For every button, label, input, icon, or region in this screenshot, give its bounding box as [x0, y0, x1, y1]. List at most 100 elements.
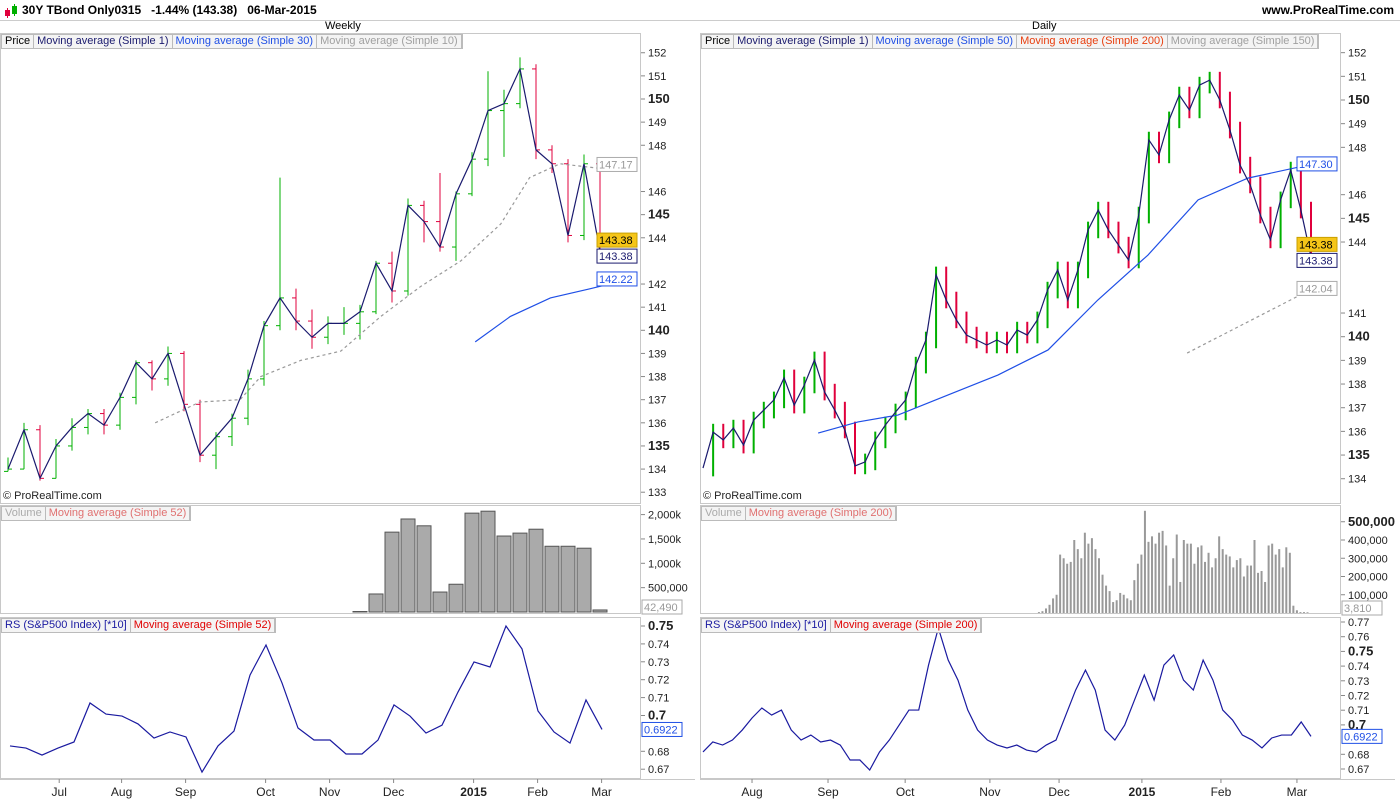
rs-value-box [641, 721, 683, 737]
rs-tick-label: 0.73 [1348, 676, 1369, 688]
daily-volume-bar [1186, 543, 1189, 613]
daily-volume-bar [1059, 554, 1062, 613]
price-tick-label: 152 [648, 48, 666, 60]
price-tick-label: 141 [1348, 308, 1366, 320]
rs-tick-label: 0.74 [1348, 661, 1369, 673]
daily-volume-bar [1147, 541, 1150, 613]
price-tick-label: 133 [648, 487, 666, 499]
price-tick-label: 150 [1348, 92, 1370, 107]
daily-volume-bar [1055, 594, 1058, 613]
daily-volume-bar [1232, 567, 1235, 613]
weekly-volume-bar [512, 532, 528, 613]
daily-volume-bar [1274, 554, 1277, 613]
rs-panel-frame [0, 617, 641, 779]
daily-volume-bar [1172, 558, 1175, 613]
legend-price[interactable]: Price [702, 35, 735, 48]
rs-tick-label: 0.72 [1348, 691, 1369, 703]
copyright-weekly: © ProRealTime.com [3, 490, 102, 502]
rs-value-box-text: 0.6922 [1344, 731, 1378, 743]
price-tick-label: 138 [648, 372, 666, 384]
legend-volume-ma[interactable]: Moving average (Simple 52) [46, 507, 191, 520]
price-marker-box-text: 142.04 [1299, 283, 1333, 295]
price-marker-box-text: 143.38 [599, 235, 633, 247]
daily-volume-bar [1052, 598, 1055, 613]
x-tick-label: Mar [1287, 785, 1308, 799]
price-tick-label: 136 [1348, 426, 1366, 438]
daily-volume-bar [1094, 549, 1097, 613]
daily-title: Daily [1032, 20, 1057, 32]
daily-volume-bar [1151, 536, 1154, 613]
daily-volume-bar [1214, 558, 1217, 613]
daily-volume-bar [1193, 563, 1196, 613]
site-link[interactable]: www.ProRealTime.com [1261, 3, 1394, 17]
daily-volume-bar [1228, 556, 1231, 613]
rs-tick-label: 0.72 [648, 675, 669, 687]
daily-volume-bar [1097, 558, 1100, 613]
legend-ma1[interactable]: Moving average (Simple 1) [734, 35, 873, 48]
rs-value-box [1341, 728, 1383, 744]
price-tick-label: 146 [1348, 190, 1366, 202]
volume-tick-label: 200,000 [1348, 572, 1388, 584]
daily-volume-bar [1267, 545, 1270, 613]
legend-ma30[interactable]: Moving average (Simple 30) [173, 35, 318, 48]
rs-tick-label: 0.68 [1348, 749, 1369, 761]
rs-tick-label: 0.75 [648, 618, 673, 633]
legend-volume[interactable]: Volume [2, 507, 46, 520]
legend-rs[interactable]: RS (S&P500 Index) [*10] [702, 619, 831, 632]
legend-rs-ma[interactable]: Moving average (Simple 200) [831, 619, 982, 632]
price-tick-label: 137 [1348, 403, 1366, 415]
weekly-volume-legend: Volume Moving average (Simple 52) [1, 506, 192, 521]
x-tick-label: Jul [52, 785, 67, 799]
legend-ma150[interactable]: Moving average (Simple 150) [1168, 35, 1319, 48]
rs-panel-frame [700, 617, 1341, 779]
x-tick-label: Sep [175, 785, 197, 799]
price-tick-label: 152 [1348, 48, 1366, 60]
legend-rs[interactable]: RS (S&P500 Index) [*10] [2, 619, 131, 632]
volume-tick-label: 500,000 [648, 583, 688, 595]
daily-volume-bar [1062, 558, 1065, 613]
x-tick-label: Nov [979, 785, 1000, 799]
daily-volume-bar [1083, 532, 1086, 613]
volume-value-box-text: 3,810 [1344, 603, 1372, 615]
price-marker-box [1296, 252, 1338, 268]
weekly-ma1-line [7, 66, 601, 480]
rs-tick-label: 0.68 [648, 746, 669, 758]
price-marker-box [596, 248, 638, 264]
daily-volume-bar [1239, 558, 1242, 613]
price-tick-label: 150 [648, 91, 670, 106]
volume-tick-label: 100,000 [1348, 590, 1388, 602]
daily-volume-bar [1105, 585, 1108, 613]
x-tick-label: Aug [741, 785, 762, 799]
legend-ma10[interactable]: Moving average (Simple 10) [317, 35, 462, 48]
daily-volume-bar [1108, 591, 1111, 613]
legend-ma1[interactable]: Moving average (Simple 1) [34, 35, 173, 48]
daily-volume-bar [1044, 608, 1047, 613]
daily-volume-bar [1299, 612, 1302, 613]
x-tick-label: Aug [111, 785, 132, 799]
price-tick-label: 139 [648, 348, 666, 360]
volume-tick-label: 1,500k [648, 534, 682, 546]
weekly-volume-bar [416, 525, 432, 613]
price-tick-label: 151 [1348, 71, 1366, 83]
weekly-rs-legend: RS (S&P500 Index) [*10] Moving average (… [1, 618, 277, 633]
daily-volume-bar [1041, 611, 1044, 613]
legend-volume[interactable]: Volume [702, 507, 746, 520]
price-tick-label: 134 [1348, 474, 1366, 486]
daily-volume-bar [1154, 543, 1157, 613]
legend-price[interactable]: Price [2, 35, 35, 48]
legend-ma200[interactable]: Moving average (Simple 200) [1017, 35, 1168, 48]
price-marker-box-text: 147.30 [1299, 159, 1333, 171]
candlestick-icon [5, 4, 17, 18]
volume-value-box [1341, 600, 1383, 616]
weekly-volume-bar [448, 583, 464, 613]
legend-volume-ma[interactable]: Moving average (Simple 200) [746, 507, 897, 520]
volume-tick-label: 500,000 [1348, 514, 1395, 529]
price-panel-frame [700, 33, 1341, 504]
daily-volume-bar [1264, 581, 1267, 613]
legend-ma50[interactable]: Moving average (Simple 50) [873, 35, 1018, 48]
legend-rs-ma[interactable]: Moving average (Simple 52) [131, 619, 276, 632]
daily-volume-bar [1225, 554, 1228, 613]
daily-volume-bar [1306, 612, 1309, 613]
